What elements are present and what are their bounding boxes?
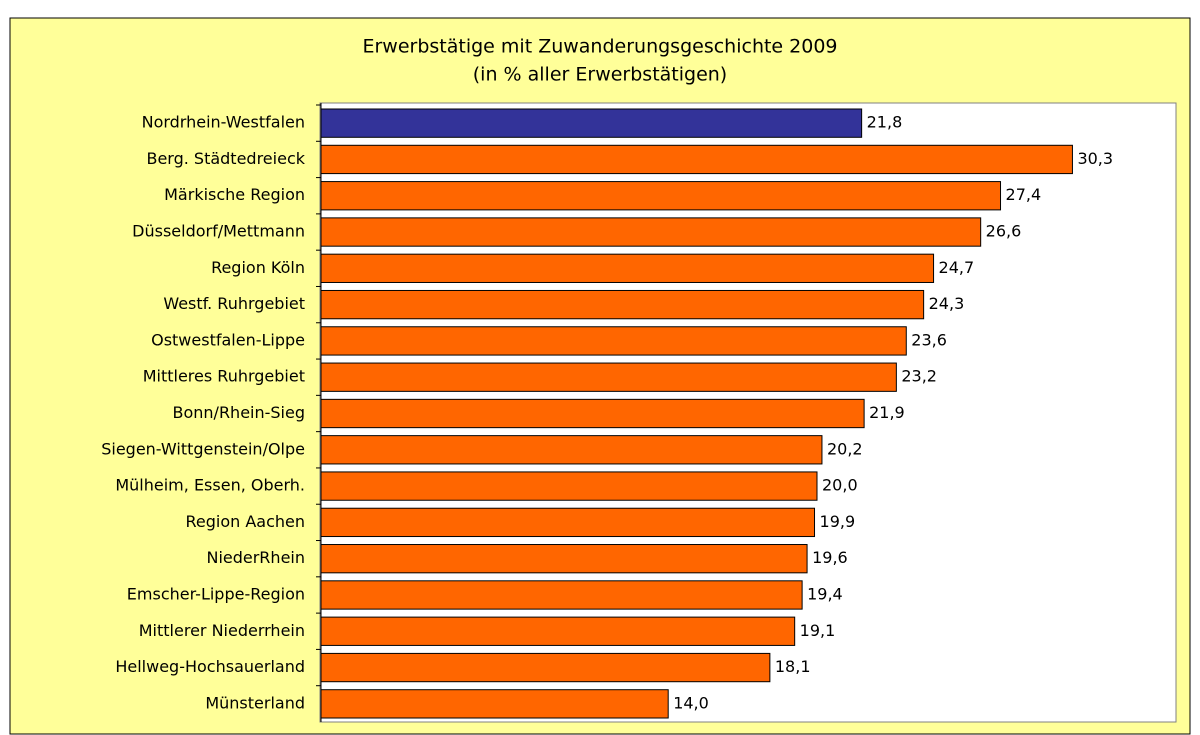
value-label: 18,1 xyxy=(775,657,811,676)
y-tick-label: Märkische Region xyxy=(164,185,305,204)
value-label: 23,2 xyxy=(901,367,937,386)
bar xyxy=(320,544,808,574)
value-label: 20,2 xyxy=(827,439,863,458)
value-label: 26,6 xyxy=(986,222,1022,241)
chart-title: Erwerbstätige mit Zuwanderungsgeschichte… xyxy=(362,36,837,58)
bar xyxy=(320,652,771,683)
chart-subtitle: (in % aller Erwerbstätigen) xyxy=(473,64,727,86)
y-tick-label: NiederRhein xyxy=(206,548,305,567)
y-tick-label: Siegen-Wittgenstein/Olpe xyxy=(101,439,305,458)
y-tick-label: Westf. Ruhrgebiet xyxy=(163,294,305,313)
value-label: 27,4 xyxy=(1006,185,1042,204)
bar xyxy=(320,253,935,283)
value-label: 14,0 xyxy=(673,693,709,712)
y-tick-label: Region Köln xyxy=(211,258,305,277)
y-tick-label: Mittleres Ruhrgebiet xyxy=(143,367,305,386)
y-tick-label: Münsterland xyxy=(205,693,305,712)
bar xyxy=(320,108,863,138)
bar xyxy=(320,689,669,719)
bar xyxy=(320,181,1002,211)
y-tick-label: Region Aachen xyxy=(185,512,305,531)
value-label: 19,4 xyxy=(807,584,843,603)
value-label: 20,0 xyxy=(822,476,858,495)
y-tick-label: Mittlerer Niederrhein xyxy=(139,621,305,640)
value-label: 19,9 xyxy=(820,512,856,531)
bar xyxy=(320,326,907,356)
value-label: 19,6 xyxy=(812,548,848,567)
bar xyxy=(320,289,925,320)
value-label: 23,6 xyxy=(911,330,947,349)
y-tick-label: Düsseldorf/Mettmann xyxy=(132,222,305,241)
y-tick-label: Berg. Städtedreieck xyxy=(146,149,305,168)
bar xyxy=(320,507,816,538)
bar xyxy=(320,217,982,247)
value-label: 21,8 xyxy=(867,113,903,132)
bar xyxy=(320,144,1073,175)
bar xyxy=(320,362,897,392)
y-tick-label: Bonn/Rhein-Sieg xyxy=(173,403,306,422)
y-tick-label: Hellweg-Hochsauerland xyxy=(115,657,305,676)
value-label: 21,9 xyxy=(869,403,905,422)
value-label: 24,3 xyxy=(929,294,965,313)
value-label: 30,3 xyxy=(1077,149,1113,168)
bar xyxy=(320,471,818,501)
y-tick-label: Mülheim, Essen, Oberh. xyxy=(115,476,305,495)
value-label: 24,7 xyxy=(939,258,975,277)
value-label: 19,1 xyxy=(800,621,836,640)
bar xyxy=(320,616,796,646)
y-tick-label: Nordrhein-Westfalen xyxy=(142,113,305,132)
y-tick-label: Ostwestfalen-Lippe xyxy=(151,330,305,349)
bar xyxy=(320,580,803,610)
y-tick-label: Emscher-Lippe-Region xyxy=(127,584,305,603)
bar xyxy=(320,398,865,429)
bar xyxy=(320,435,823,465)
